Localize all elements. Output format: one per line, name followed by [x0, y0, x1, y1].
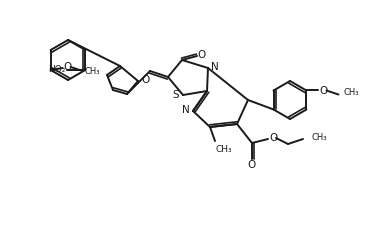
Text: N: N — [211, 62, 219, 72]
Text: N: N — [182, 105, 190, 115]
Text: O: O — [141, 75, 149, 85]
Text: CH₃: CH₃ — [344, 88, 359, 97]
Text: O: O — [63, 62, 72, 72]
Text: O: O — [198, 50, 206, 60]
Text: O: O — [319, 86, 327, 95]
Text: O: O — [248, 160, 256, 170]
Text: O: O — [269, 133, 277, 143]
Text: NO₂: NO₂ — [48, 66, 65, 75]
Text: CH₃: CH₃ — [311, 133, 326, 142]
Text: CH₃: CH₃ — [85, 67, 100, 76]
Text: CH₃: CH₃ — [216, 145, 233, 154]
Text: S: S — [173, 90, 179, 100]
